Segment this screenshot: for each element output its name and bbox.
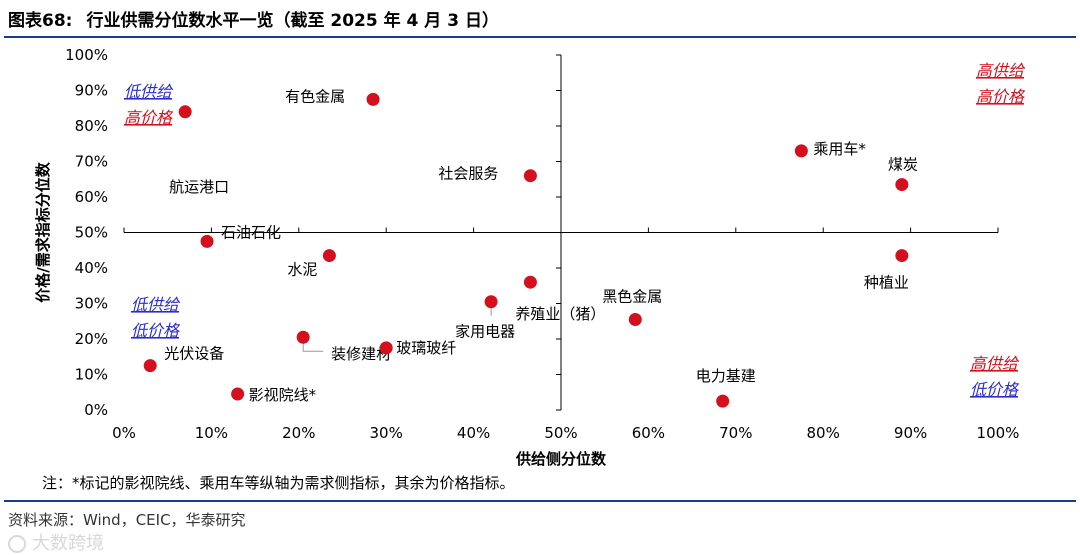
quadrant-label-bottom-right: 高供给 <box>970 354 1020 373</box>
data-point-label: 煤炭 <box>888 156 918 174</box>
data-point-label: 种植业 <box>864 274 909 292</box>
y-tick-label: 10% <box>75 366 108 384</box>
y-tick-label: 20% <box>75 330 108 348</box>
figure-label: 图表68: <box>8 11 73 31</box>
x-tick-label: 0% <box>112 424 136 442</box>
data-point-label: 光伏设备 <box>164 345 224 363</box>
y-tick-label: 40% <box>75 259 108 277</box>
y-tick-label: 100% <box>65 46 108 64</box>
label-leader-line <box>302 341 324 352</box>
quadrant-label-top-right: 高价格 <box>976 87 1026 106</box>
data-point <box>366 92 380 106</box>
x-tick-label: 70% <box>719 424 752 442</box>
y-tick-label: 80% <box>75 117 108 135</box>
data-point-label: 家用电器 <box>455 323 515 341</box>
y-tick-label: 70% <box>75 153 108 171</box>
y-tick-label: 90% <box>75 82 108 100</box>
data-point <box>716 394 730 408</box>
source-text: 资料来源：Wind，CEIC，华泰研究 <box>8 511 246 529</box>
x-tick-label: 20% <box>282 424 315 442</box>
x-tick-label: 40% <box>457 424 490 442</box>
y-tick-label: 50% <box>75 224 108 242</box>
quadrant-label-top-left: 低供给 <box>124 82 174 101</box>
data-point-label: 玻璃玻纤 <box>396 339 456 357</box>
x-tick-label: 60% <box>632 424 665 442</box>
data-point-label: 航运港口 <box>169 178 229 196</box>
y-tick-label: 60% <box>75 188 108 206</box>
data-point-label: 影视院线* <box>249 386 317 404</box>
quadrant-label-bottom-right: 低价格 <box>970 380 1020 399</box>
chart-note: 注：*标记的影视院线、乘用车等纵轴为需求侧指标，其余为价格指标。 <box>42 474 515 492</box>
x-tick-label: 90% <box>894 424 927 442</box>
data-point <box>200 234 214 248</box>
data-point-label: 社会服务 <box>438 165 498 183</box>
data-point <box>523 169 537 183</box>
data-point <box>178 105 192 119</box>
data-point <box>296 330 310 344</box>
x-tick-label: 10% <box>195 424 228 442</box>
data-point <box>484 295 498 309</box>
footer-divider <box>4 500 1076 502</box>
figure-title: 行业供需分位数水平一览（截至 2025 年 4 月 3 日） <box>86 11 499 31</box>
quadrant-label-top-right: 高供给 <box>976 61 1026 80</box>
data-point <box>895 249 909 263</box>
watermark: 大数跨境 <box>8 529 104 555</box>
data-point <box>628 312 642 326</box>
y-tick-label: 30% <box>75 295 108 313</box>
data-point-label: 石油石化 <box>221 223 281 241</box>
watermark-text: 大数跨境 <box>32 533 104 554</box>
data-point-label: 装修建材 <box>331 345 391 363</box>
data-point-label: 黑色金属 <box>602 287 662 305</box>
quadrant-label-bottom-left: 低价格 <box>131 321 181 340</box>
data-point-label: 乘用车* <box>813 140 866 158</box>
chart-title: 图表68: 行业供需分位数水平一览（截至 2025 年 4 月 3 日） <box>8 6 499 31</box>
data-point <box>794 144 808 158</box>
data-point <box>379 341 393 355</box>
data-point <box>523 275 537 289</box>
quadrant-label-bottom-left: 低供给 <box>131 295 181 314</box>
x-tick-label: 80% <box>807 424 840 442</box>
data-point-label: 有色金属 <box>285 87 345 105</box>
data-point <box>143 359 157 373</box>
x-tick-label: 30% <box>370 424 403 442</box>
title-divider <box>4 36 1076 38</box>
data-point <box>231 387 245 401</box>
data-point <box>322 249 336 263</box>
y-axis-title: 价格/需求指标分位数 <box>34 161 52 302</box>
data-point-label: 水泥 <box>287 261 317 279</box>
scatter-chart: 0% 10% 20% 30% 40% 50% 60% 70% 80% 90% 100% 0% 10% 20… <box>34 46 1026 468</box>
watermark-icon <box>8 535 26 553</box>
data-point-label: 养殖业（猪） <box>515 305 605 323</box>
data-point-label: 电力基建 <box>696 367 756 385</box>
x-tick-label: 50% <box>544 424 577 442</box>
x-axis-title: 供给侧分位数 <box>515 450 607 468</box>
quadrant-label-top-left: 高价格 <box>124 108 174 127</box>
data-point <box>895 178 909 192</box>
y-tick-label: 0% <box>84 401 108 419</box>
x-tick-label: 100% <box>977 424 1020 442</box>
